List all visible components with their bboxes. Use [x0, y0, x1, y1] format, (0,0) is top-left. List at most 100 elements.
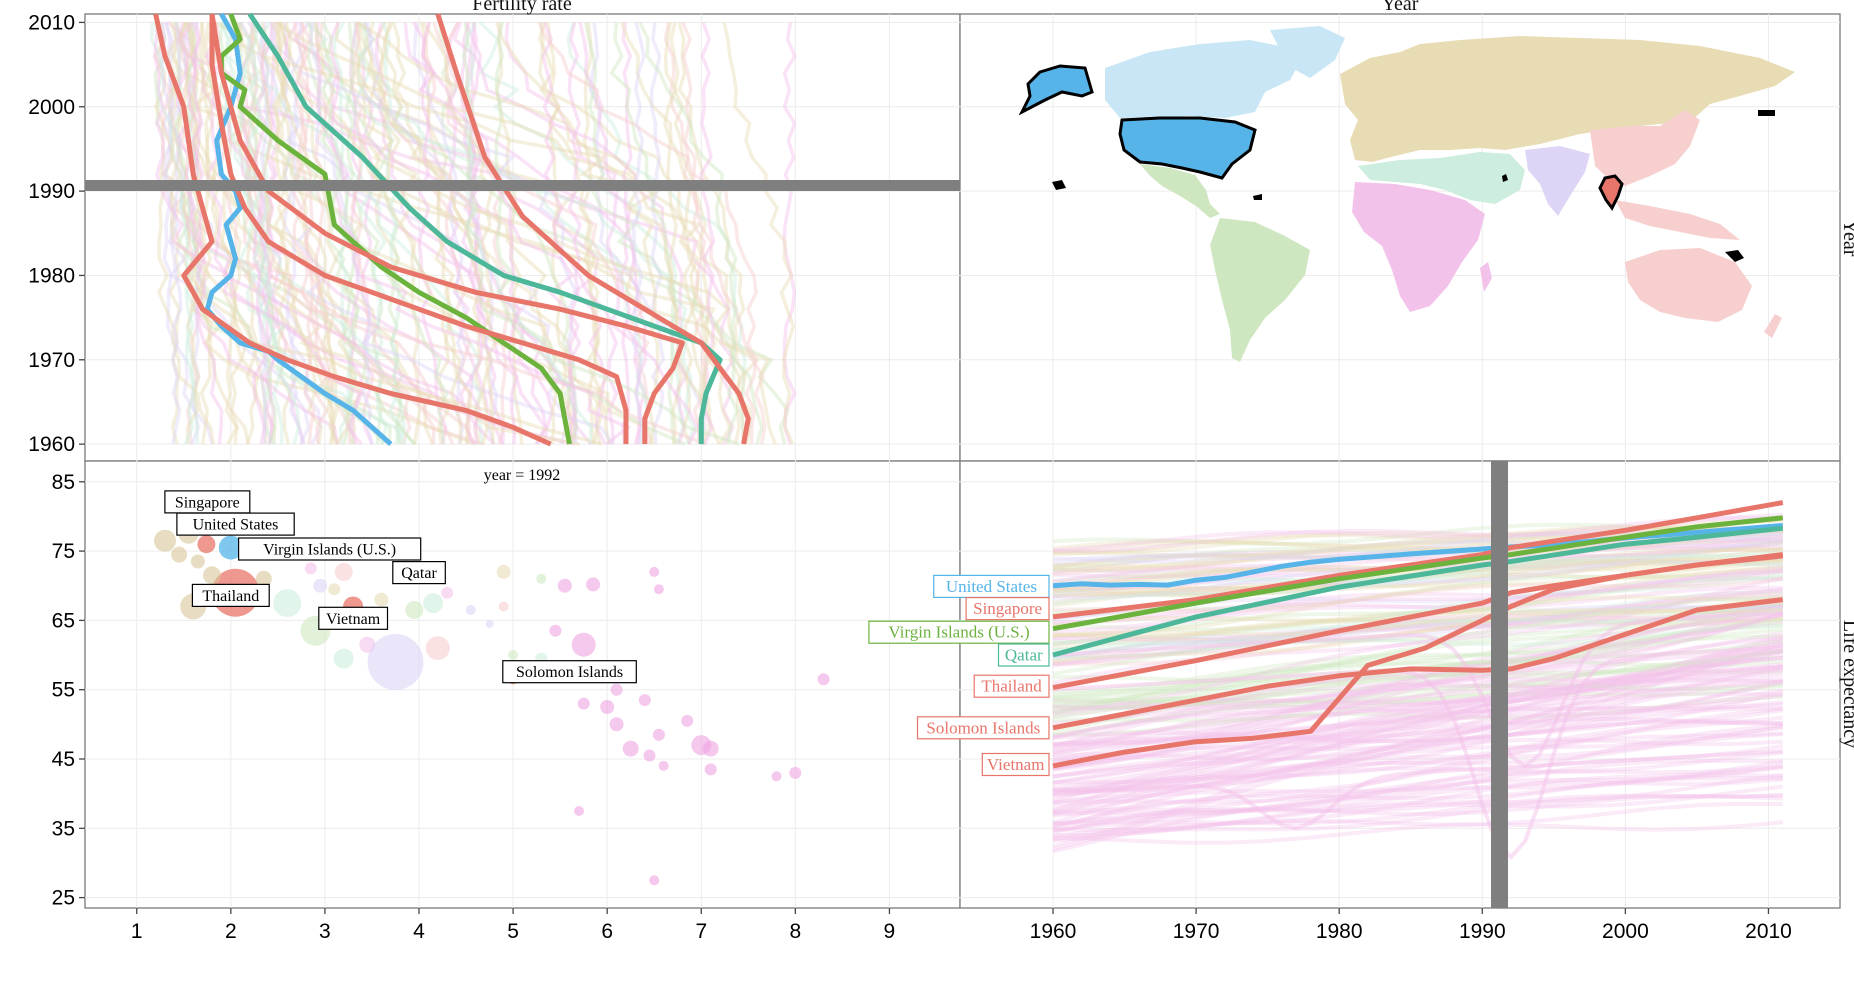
scatter-point — [549, 624, 562, 637]
fertility-background-curve — [280, 22, 605, 445]
life-background-curve — [1052, 764, 1784, 816]
life-background-curve — [1052, 763, 1783, 806]
strip-year-top: Year — [1382, 0, 1419, 15]
fertility-background-curve — [304, 21, 649, 445]
fertility-background-curve — [282, 22, 305, 445]
map-region-south-asia — [1525, 146, 1590, 216]
life-background-curve — [1052, 676, 1784, 831]
selected-year-marker-fertility[interactable] — [85, 180, 960, 191]
scatter-point — [571, 632, 596, 657]
fertility-background-curve — [495, 22, 524, 445]
map-region-united-states — [1118, 116, 1257, 180]
fertility-background-curve — [537, 21, 742, 445]
life-label-thailand: Thailand — [973, 674, 1050, 698]
fertility-background-curve — [416, 21, 448, 445]
life-background-curve — [1052, 793, 1783, 842]
fertility-background-curve — [153, 21, 417, 446]
life-background-curve — [1052, 716, 1783, 741]
life-label-box — [916, 716, 1050, 740]
life-background-curve — [1052, 683, 1784, 723]
fertility-background-curve — [149, 22, 196, 445]
life-line-vietnam — [1052, 552, 1784, 769]
life-background-curve — [1052, 656, 1783, 738]
x-tick-label: 1960 — [1030, 920, 1077, 943]
life-label-text: United States — [946, 577, 1037, 596]
life-background-curve — [1052, 633, 1784, 796]
life-background-curve — [1052, 718, 1783, 755]
fertility-background-curve — [649, 22, 666, 445]
life-label-text: Singapore — [973, 599, 1042, 618]
life-background-curve — [1052, 575, 1784, 715]
fertility-background-curve — [360, 21, 376, 445]
life-background-curve — [1052, 691, 1783, 725]
fertility-background-curve — [252, 21, 268, 445]
fertility-background-curve — [722, 22, 796, 445]
fertility-background-curve — [342, 22, 416, 446]
life-background-curve — [1052, 669, 1783, 716]
fertility-background-curve — [464, 21, 593, 445]
life-background-curve — [1052, 649, 1784, 786]
map-region-alaska — [1018, 64, 1094, 116]
fertility-background-curve — [152, 22, 216, 445]
fertility-line-singapore — [153, 13, 552, 447]
fertility-background-curve — [183, 22, 732, 445]
life-label-singapore: Singapore — [965, 596, 1050, 621]
map-region-madagascar — [1480, 262, 1492, 292]
scatter-point — [653, 584, 664, 595]
life-background-curve — [1052, 587, 1784, 666]
fertility-background-curve — [258, 21, 603, 446]
selected-year-marker-life[interactable] — [1491, 461, 1508, 908]
life-label-text: Qatar — [1005, 646, 1043, 665]
life-background-curve — [1052, 725, 1784, 793]
y-tick-label: 1980 — [28, 265, 75, 288]
y-tick-label: 1970 — [28, 349, 75, 372]
strip-year-right: Year — [1839, 220, 1854, 257]
life-label-box — [868, 620, 1050, 644]
life-background-curve — [1052, 706, 1783, 771]
life-background-curve — [1052, 608, 1784, 709]
map-region-central-america — [1140, 164, 1220, 218]
life-background-curve — [1052, 649, 1784, 825]
life-background-curve — [1052, 724, 1784, 785]
life-label-box — [965, 596, 1050, 621]
strip-fertility-rate: Fertility rate — [472, 0, 572, 15]
scatter-point — [171, 546, 188, 563]
fertility-background-curve — [160, 21, 214, 445]
fertility-background-curve — [566, 21, 748, 445]
scatter-country-labels: Singapore United States Virgin Islands (U.… — [164, 490, 637, 684]
fertility-background-curve — [199, 22, 214, 445]
scatter-label-box — [318, 606, 389, 630]
fertility-background-curve — [234, 22, 362, 445]
life-background-curve — [1052, 645, 1784, 852]
life-background-curve — [1052, 749, 1783, 831]
life-background-curve — [1052, 723, 1783, 854]
life-background-curve — [1052, 695, 1783, 737]
y-tick-label: 55 — [52, 679, 75, 702]
scatter-label-box — [176, 512, 295, 536]
life-background-curve — [1052, 575, 1783, 647]
life-background-curve — [1052, 603, 1783, 647]
scatter-point — [154, 529, 176, 552]
life-background-curve — [1052, 793, 1783, 826]
life-background-curve — [1052, 612, 1784, 747]
fertility-background-curve — [236, 22, 353, 445]
life-label-text: Vietnam — [987, 755, 1045, 774]
fertility-background-curve — [185, 21, 200, 445]
scatter-point — [702, 740, 719, 757]
scatter-point — [643, 749, 656, 762]
fertility-background-curve — [638, 21, 740, 445]
life-background-curve — [1052, 652, 1784, 785]
fertility-background-curve — [187, 21, 340, 445]
fertility-background-curve — [245, 22, 259, 445]
map-region-australia — [1625, 248, 1752, 322]
fertility-background-curve — [274, 20, 708, 445]
scatter-point — [638, 694, 651, 707]
fertility-background-curve — [782, 22, 797, 445]
fertility-background-curve — [320, 21, 449, 445]
life-background-curve — [1052, 773, 1784, 838]
life-background-curve — [1052, 700, 1783, 780]
life-background-curve — [1052, 731, 1783, 793]
life-background-curve — [1052, 655, 1783, 761]
x-tick-label: 1970 — [1173, 920, 1220, 943]
fertility-background-curve — [311, 21, 403, 445]
